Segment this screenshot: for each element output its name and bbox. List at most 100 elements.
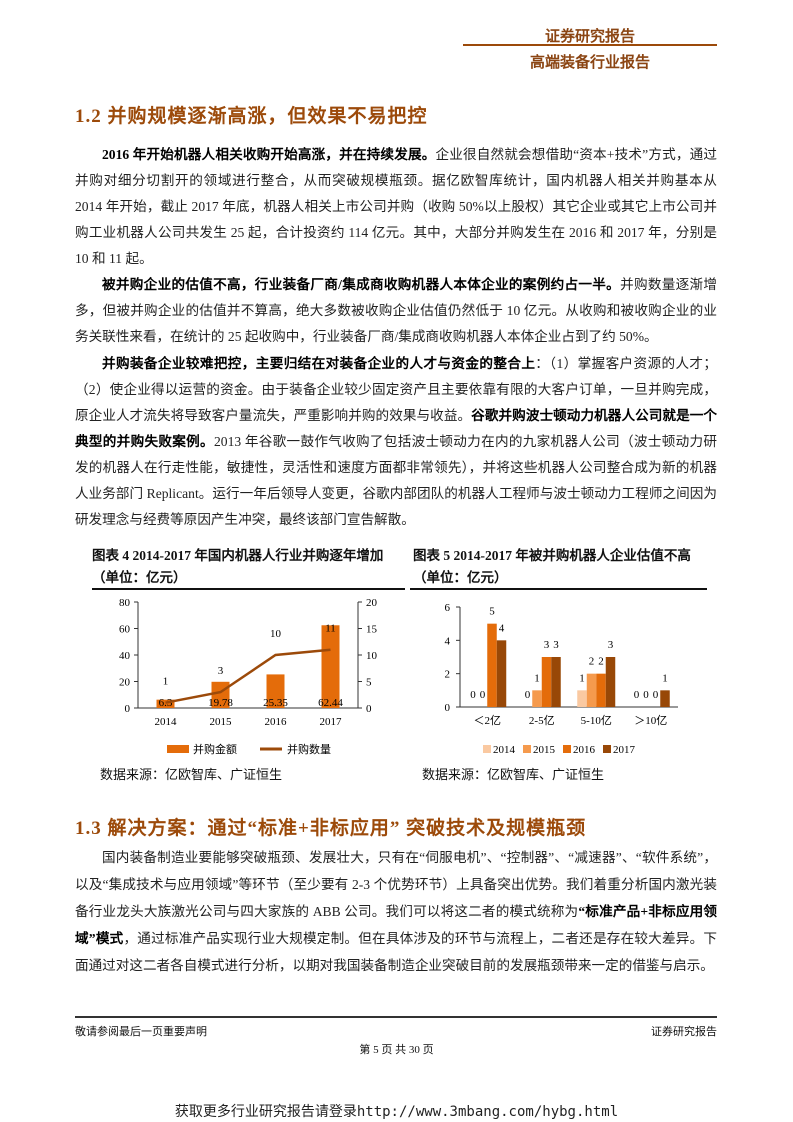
x-tick-label: 2015 (210, 716, 233, 728)
figure-4-caption: 图表 4 2014-2017 年国内机器人行业并购逐年增加 （单位：亿元） (92, 545, 407, 589)
paragraph-body: 企业很自然就会想借助“资本+技术”方式，通过并购对细分切割开的领域进行整合，从而… (75, 147, 717, 266)
line-label: 1 (163, 676, 169, 688)
page-number: 第 5 页 共 30 页 (359, 1044, 434, 1056)
figure-4-divider (92, 588, 405, 590)
line-label: 11 (325, 623, 336, 635)
legend-label: 并购数量 (287, 742, 331, 756)
bar (605, 657, 616, 707)
bar (660, 690, 670, 707)
bar (541, 657, 552, 707)
y-tick-label: 0 (445, 702, 451, 714)
header-divider (463, 44, 717, 46)
bar (156, 699, 175, 708)
y-tick-label: 40 (119, 650, 131, 662)
figure-5-divider (410, 588, 707, 590)
bar-label: 1 (579, 672, 585, 684)
paragraph-lead: 被并购企业的估值不高，行业装备厂商/集成商收购机器人本体企业的案例约占一半。 (102, 277, 621, 292)
y-tick-label: 80 (119, 597, 131, 609)
y2-tick-label: 10 (366, 650, 378, 662)
x-tick-label: ＜2亿 (474, 714, 502, 727)
paragraph-ma-growth: 2016 年开始机器人相关收购开始高涨，并在持续发展。企业很自然就会想借助“资本… (75, 142, 717, 272)
line-label: 10 (270, 628, 282, 640)
promo-link[interactable]: 获取更多行业研究报告请登录http://www.3mbang.com/hybg.… (174, 1104, 619, 1120)
legend-label: 并购金额 (193, 742, 237, 756)
legend-label: 2014 (493, 744, 516, 756)
bar-label: 0 (653, 689, 659, 701)
y-tick-label: 2 (445, 669, 451, 681)
bar-label: 1 (534, 672, 540, 684)
bar (532, 690, 542, 707)
bar-label: 2 (589, 656, 595, 668)
figure-5-source: 数据来源：亿欧智库、广证恒生 (422, 767, 605, 782)
bar-label: 1 (662, 672, 668, 684)
line-label: 3 (218, 665, 224, 677)
figure-5-unit: （单位：亿元） (413, 570, 508, 585)
x-tick-label: 2016 (265, 716, 288, 728)
paragraph-body: 国内装备制造业要能够突破瓶颈、发展壮大，只有在“伺服电机”、“控制器”、“减速器… (75, 850, 717, 919)
figure-5-caption: 图表 5 2014-2017 年被并购机器人企业估值不高 （单位：亿元） (413, 545, 718, 589)
y-tick-label: 60 (119, 624, 131, 636)
header-report-category: 高端装备行业报告 (529, 53, 650, 71)
y2-tick-label: 0 (366, 703, 372, 715)
bar (266, 674, 285, 708)
bar (586, 673, 597, 707)
bar (487, 623, 497, 707)
bar-label: 4 (499, 622, 505, 634)
bar-label: 3 (553, 639, 559, 651)
paragraph-valuation: 被并购企业的估值不高，行业装备厂商/集成商收购机器人本体企业的案例约占一半。并购… (75, 272, 717, 350)
paragraph-solution: 国内装备制造业要能够突破瓶颈、发展壮大，只有在“伺服电机”、“控制器”、“减速器… (75, 844, 717, 979)
bar-label: 0 (480, 689, 486, 701)
bar-label: 0 (643, 689, 649, 701)
paragraph-body: 2013 年谷歌一鼓作气收购了包括波士顿动力在内的九家机器人公司（波士顿动力研发… (75, 434, 718, 527)
y-tick-label: 6 (445, 602, 451, 614)
footer-divider (75, 1016, 717, 1018)
section-heading-1-3: 1.3 解决方案：通过“标准+非标应用” 突破技术及规模瓶颈 (75, 818, 587, 839)
y2-tick-label: 15 (366, 624, 378, 636)
legend-swatch (603, 745, 611, 753)
y-tick-label: 0 (125, 703, 131, 715)
legend-swatch (523, 745, 531, 753)
paragraph-lead: 2016 年开始机器人相关收购开始高涨，并在持续发展。 (102, 147, 436, 162)
legend-swatch (483, 745, 491, 753)
y-tick-label: 4 (445, 635, 451, 647)
x-tick-label: 2017 (320, 716, 343, 728)
paragraph-body: ，通过标准产品实现行业大规模定制。但在具体涉及的环节与流程上，二者还是存在较大差… (75, 931, 718, 973)
legend-swatch-bar (167, 745, 189, 753)
legend-label: 2015 (533, 744, 556, 756)
y2-tick-label: 20 (366, 597, 378, 609)
header-report-type: 证券研究报告 (544, 27, 635, 45)
bar-label: 0 (525, 689, 531, 701)
y2-tick-label: 5 (366, 677, 372, 689)
x-tick-label: 2014 (155, 716, 178, 728)
figure-4-title: 图表 4 2014-2017 年国内机器人行业并购逐年增加 (92, 548, 384, 563)
bar-label: 62.44 (318, 697, 343, 709)
bar-label: 0 (470, 689, 476, 701)
bar (496, 640, 507, 707)
bar-label: 0 (634, 689, 640, 701)
y-tick-label: 20 (119, 677, 131, 689)
bar-label: 3 (544, 639, 550, 651)
legend-swatch (563, 745, 571, 753)
bar-label: 2 (598, 656, 604, 668)
bar (596, 673, 606, 707)
x-tick-label: ＞10亿 (634, 714, 667, 727)
figure-4-chart: 0204060800510152020146.31201519.78320162… (119, 597, 378, 756)
legend-label: 2016 (573, 744, 596, 756)
footer-disclaimer: 敬请参阅最后一页重要声明 (75, 1026, 207, 1038)
figure-4-unit: （单位：亿元） (92, 570, 187, 585)
paragraph-integration: 并购装备企业较难把控，主要归结在对装备企业的人才与资金的整合上：（1）掌握客户资… (75, 351, 717, 533)
bar-label: 19.78 (208, 697, 233, 709)
bar-label: 5 (489, 606, 495, 618)
legend-label: 2017 (613, 744, 636, 756)
figure-5-title: 图表 5 2014-2017 年被并购机器人企业估值不高 (413, 548, 691, 563)
bar (577, 690, 587, 707)
footer-report-type: 证券研究报告 (651, 1026, 717, 1038)
paragraph-lead: 并购装备企业较难把控，主要归结在对装备企业的人才与资金的整合上 (102, 356, 536, 371)
paragraph-emphasis: 谷歌并购波士顿动力机器人公司就是一个典型的并购失败案例。 (75, 408, 718, 449)
figure-4-source: 数据来源：亿欧智库、广证恒生 (100, 767, 283, 782)
bar-label: 3 (608, 639, 614, 651)
line-series (165, 648, 331, 704)
bar (551, 657, 561, 707)
paragraph-body: ：（1）掌握客户资源的人才；（2）使企业得以运营的资金。由于装备企业较少固定资产… (75, 356, 717, 423)
